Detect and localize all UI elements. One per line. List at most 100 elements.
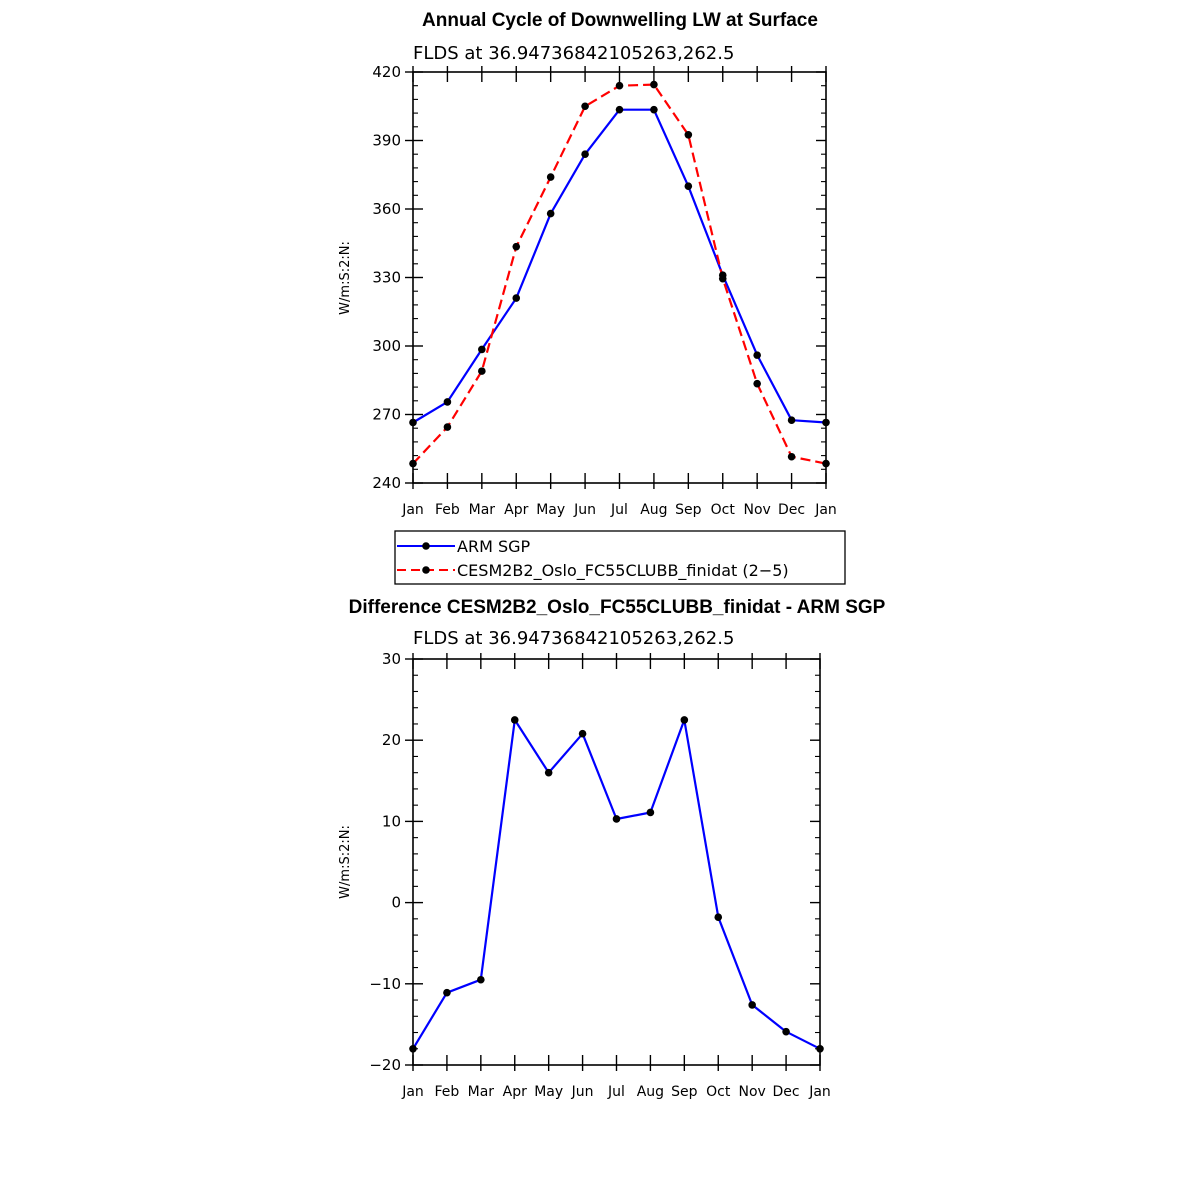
chart2-ticks — [405, 653, 821, 1071]
series-0-point — [510, 716, 519, 724]
series-0-point — [615, 105, 624, 114]
chart-annual-cycle: Annual Cycle of Downwelling LW at Surfac… — [338, 10, 846, 585]
series-line-0 — [412, 718, 821, 1050]
series-0-point — [748, 1001, 756, 1009]
x-tick-label: Aug — [640, 502, 667, 518]
series-1-point — [718, 274, 727, 283]
chart2-series — [409, 716, 824, 1053]
series-1-point — [409, 459, 417, 468]
chart1-x-tick-labels: Jan Feb Mar Apr May Jun Jul Aug Sep Oct Nov Dec Jan — [401, 502, 837, 518]
series-1-point — [512, 242, 521, 251]
x-tick-label: Jun — [571, 1084, 594, 1100]
y-tick-label: 270 — [372, 406, 401, 424]
series-0-point — [443, 988, 451, 997]
x-tick-label: Mar — [468, 1084, 495, 1100]
y-tick-label: 360 — [372, 200, 401, 218]
series-0-point — [650, 105, 658, 114]
chart1-title: Annual Cycle of Downwelling LW at Surfac… — [422, 10, 818, 31]
legend-label-arm-sgp: ARM SGP — [457, 537, 531, 556]
series-0-point — [581, 150, 589, 158]
x-tick-label: Jan — [814, 502, 837, 518]
series-1-point — [443, 423, 452, 431]
series-0-point — [546, 209, 555, 218]
chart2-x-tick-labels: Jan Feb Mar Apr May Jun Jul Aug Sep Oct Nov Dec Jan — [401, 1084, 831, 1100]
legend-label-cesm: CESM2B2_Oslo_FC55CLUBB_finidat (2−5) — [457, 561, 789, 581]
chart1-series — [409, 80, 830, 468]
x-tick-label: Jul — [610, 502, 628, 518]
x-tick-label: Oct — [711, 502, 736, 518]
series-1-point — [684, 130, 693, 139]
series-0-point — [409, 418, 417, 427]
series-1-point — [546, 173, 555, 181]
series-0-point — [477, 975, 485, 984]
x-tick-label: Jul — [607, 1084, 625, 1100]
series-line-1 — [412, 83, 827, 465]
x-tick-label: Nov — [739, 1084, 766, 1100]
x-tick-label: Aug — [637, 1084, 664, 1100]
x-tick-label: Sep — [675, 502, 702, 518]
chart1-subtitle: FLDS at 36.94736842105263,262.5 — [413, 43, 734, 64]
chart1-y-tick-labels: 240 270 300 330 360 390 420 — [372, 63, 401, 492]
y-tick-label: 240 — [372, 474, 401, 492]
series-0-point — [822, 418, 830, 427]
y-tick-label: 30 — [382, 650, 401, 668]
y-tick-label: 300 — [372, 337, 401, 355]
chart-difference: Difference CESM2B2_Oslo_FC55CLUBB_finida… — [338, 597, 886, 1100]
x-tick-label: May — [536, 502, 565, 518]
series-0-point — [478, 345, 486, 354]
chart2-plot-frame — [412, 658, 821, 1066]
series-1-point — [787, 452, 796, 461]
series-0-point — [816, 1044, 824, 1053]
legend-marker-arm-sgp — [422, 542, 430, 550]
chart1-plot-frame — [412, 71, 827, 484]
y-tick-label: 390 — [372, 132, 401, 150]
chart1-ticks — [405, 66, 827, 489]
chart2-y-tick-labels: −20 −10 0 10 20 30 — [369, 650, 401, 1074]
x-tick-label: Jan — [401, 1084, 424, 1100]
x-tick-label: Apr — [504, 502, 528, 518]
x-tick-label: Nov — [744, 502, 771, 518]
x-tick-label: Feb — [435, 502, 460, 518]
series-0-point — [578, 729, 587, 738]
x-tick-label: Mar — [469, 502, 496, 518]
series-1-point — [581, 102, 589, 111]
y-tick-label: 10 — [382, 812, 401, 830]
x-tick-label: Jan — [401, 502, 424, 518]
series-0-point — [787, 416, 796, 425]
legend-box — [394, 530, 846, 585]
y-tick-label: 420 — [372, 63, 401, 81]
series-0-point — [684, 182, 693, 190]
y-tick-label: −10 — [369, 975, 401, 993]
chart2-subtitle: FLDS at 36.94736842105263,262.5 — [413, 628, 734, 649]
x-tick-label: Apr — [503, 1084, 527, 1100]
chart1-ylabel: W/m:S:2:N: — [338, 241, 353, 315]
y-tick-label: 0 — [391, 894, 401, 912]
series-0-point — [409, 1044, 417, 1053]
series-1-point — [822, 459, 830, 468]
series-1-point — [753, 379, 761, 388]
series-0-point — [544, 768, 553, 777]
series-0-point — [753, 351, 761, 359]
series-0-point — [512, 294, 521, 302]
chart2-ylabel: W/m:S:2:N: — [338, 825, 353, 899]
x-tick-label: May — [534, 1084, 563, 1100]
chart2-title: Difference CESM2B2_Oslo_FC55CLUBB_finida… — [349, 597, 886, 618]
series-0-point — [443, 398, 452, 406]
x-tick-label: Sep — [671, 1084, 698, 1100]
series-1-point — [615, 81, 624, 90]
series-1-point — [650, 80, 658, 89]
series-0-point — [714, 913, 723, 922]
y-tick-label: 20 — [382, 731, 401, 749]
x-tick-label: Jun — [573, 502, 596, 518]
x-tick-label: Jan — [808, 1084, 831, 1100]
x-tick-label: Dec — [778, 502, 805, 518]
x-tick-label: Dec — [773, 1084, 800, 1100]
y-tick-label: 330 — [372, 269, 401, 287]
series-0-point — [612, 815, 621, 823]
series-0-point — [680, 716, 689, 724]
y-tick-label: −20 — [369, 1056, 401, 1074]
series-0-point — [782, 1027, 790, 1036]
x-tick-label: Feb — [435, 1084, 460, 1100]
chart1-legend: ARM SGP CESM2B2_Oslo_FC55CLUBB_finidat (… — [394, 530, 846, 585]
